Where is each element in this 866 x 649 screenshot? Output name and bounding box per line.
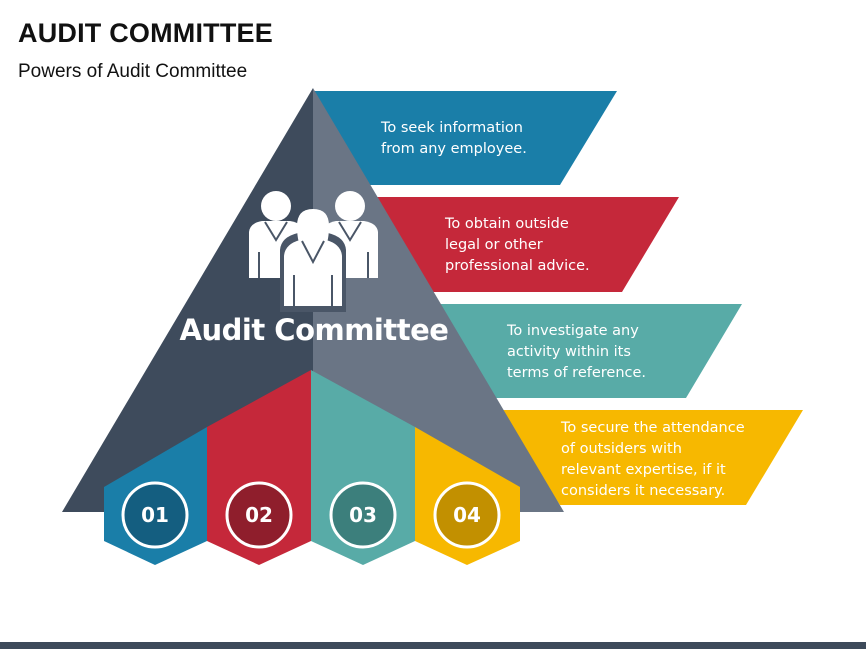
pyramid-label: Audit Committee [179, 313, 449, 347]
number-01: 01 [141, 503, 169, 527]
circle-03 [329, 481, 397, 549]
number-02: 02 [245, 503, 273, 527]
banner-3 [432, 304, 742, 398]
number-04: 04 [453, 503, 481, 527]
power-2-text: To obtain outside legal or other profess… [445, 216, 590, 274]
banner-4 [496, 410, 803, 505]
banner-2 [368, 197, 679, 292]
power-4-text: To secure the attendance of outsiders wi… [561, 420, 745, 499]
circle-04 [433, 481, 501, 549]
people-group-icon [249, 191, 378, 312]
footer-bar [0, 642, 866, 649]
circle-01 [121, 481, 189, 549]
power-3-text: To investigate any activity within its t… [507, 323, 647, 381]
page-title: AUDIT COMMITTEE [18, 18, 273, 48]
banner-1 [314, 91, 617, 185]
power-1-text: To seek information from any employee. [381, 120, 527, 157]
page-subtitle: Powers of Audit Committee [18, 61, 248, 82]
number-03: 03 [349, 503, 377, 527]
icon-details [258, 221, 369, 306]
circle-02 [225, 481, 293, 549]
